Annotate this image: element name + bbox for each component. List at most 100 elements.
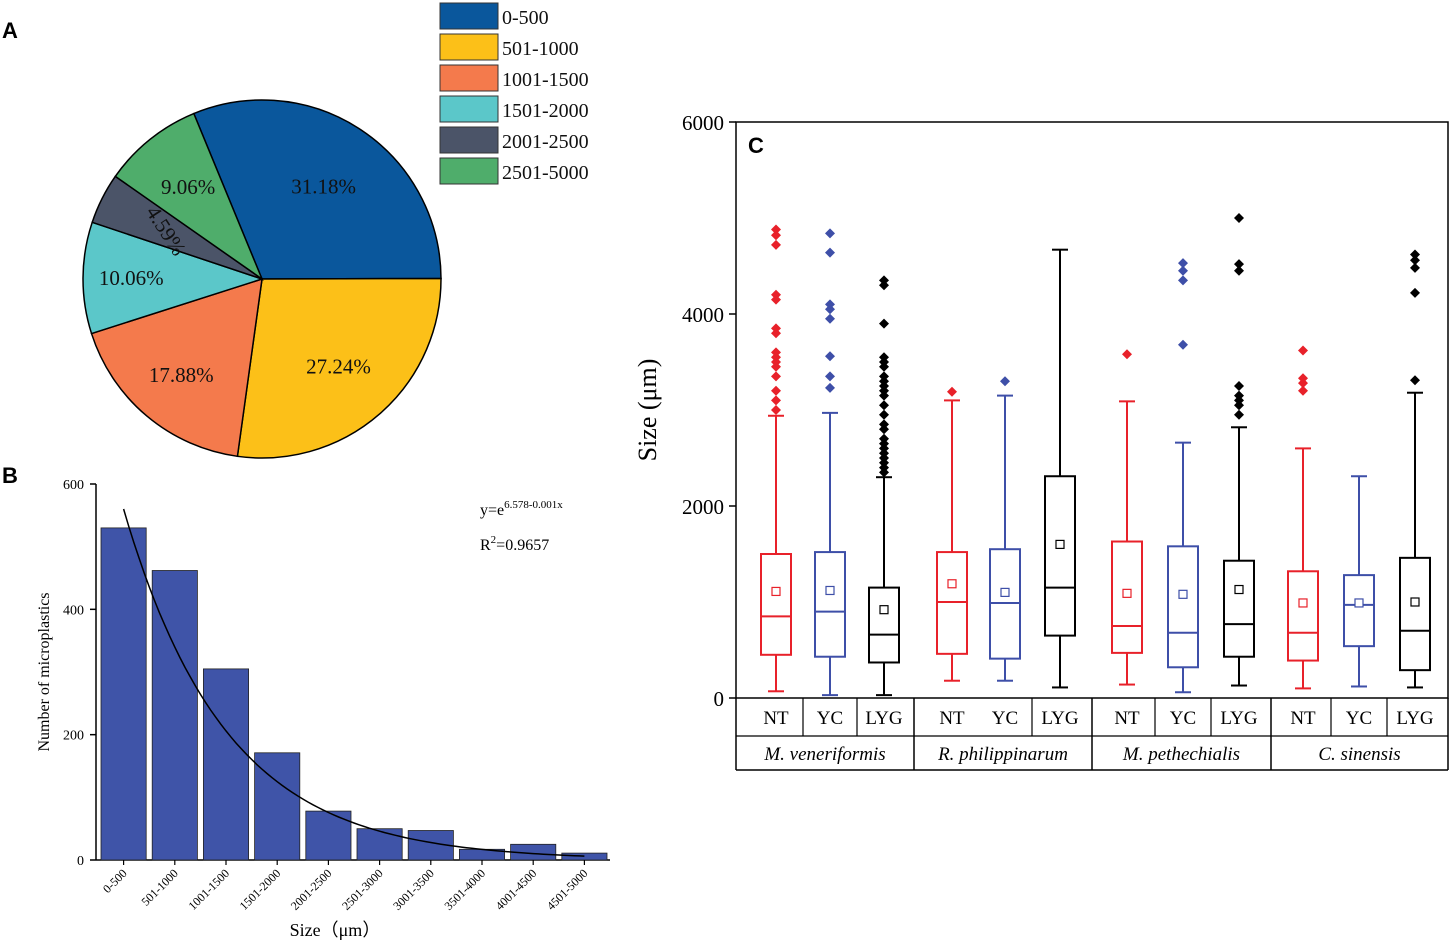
bar-chart: y=e6.578-0.001x R2=0.9657 Size（μm） Numbe… — [36, 478, 610, 940]
bar-y-tick-label-600: 600 — [63, 478, 84, 493]
box-4-NT-outlier-0 — [1298, 385, 1308, 396]
legend-label-0-500: 0-500 — [502, 7, 549, 29]
bar-x-tick-label-2501-3000: 2501-3000 — [339, 866, 386, 913]
bar-501-1000 — [151, 570, 198, 861]
box-4-LYG-outlier-1 — [1410, 287, 1420, 298]
bar-1001-1500 — [202, 668, 249, 861]
box-y-tick-label-0: 0 — [714, 687, 725, 711]
panel-label-c: C — [748, 133, 764, 158]
legend-label-1001-1500: 1001-1500 — [502, 69, 589, 91]
legend-label-2001-2500: 2001-2500 — [502, 131, 589, 153]
bar-x-tick-label-3001-3500: 3001-3500 — [390, 866, 437, 913]
box-1-NT-outlier-11 — [771, 289, 781, 300]
box-1-YC-iqr — [814, 551, 846, 658]
box-site-label-2-NT: NT — [939, 708, 965, 729]
box-1-YC-outlier-2 — [825, 351, 835, 362]
box-4-LYG-iqr — [1399, 556, 1431, 672]
box-3-LYG-outlier-3 — [1234, 390, 1244, 401]
legend-swatch-2501-5000 — [439, 157, 499, 185]
box-4-LYG-outlier-2 — [1410, 262, 1420, 273]
pie-label-1501-2000: 10.06% — [99, 266, 164, 290]
bar-x-tick-label-0-500: 0-500 — [100, 866, 130, 896]
pie-slice-1501-2000 — [82, 221, 265, 335]
legend-label-2501-5000: 2501-5000 — [502, 162, 589, 184]
box-2-YC-outlier-0 — [1000, 376, 1010, 387]
legend-swatch-1001-1500 — [439, 64, 499, 92]
box-3-LYG-outlier-4 — [1234, 381, 1244, 391]
box-y-tick-label-4000: 4000 — [682, 303, 724, 327]
legend-label-501-1000: 501-1000 — [502, 38, 579, 60]
pie-label-1001-1500: 17.88% — [149, 363, 214, 387]
box-site-label-4-NT: NT — [1290, 708, 1316, 729]
box-4-NT-mean — [1298, 598, 1308, 608]
box-4-LYG-mean — [1410, 597, 1420, 607]
box-3-NT-outlier-0 — [1122, 349, 1132, 360]
box-3-YC-outlier-1 — [1178, 275, 1188, 286]
box-3-YC-outlier-3 — [1178, 258, 1188, 269]
bar-1501-2000 — [254, 752, 301, 861]
box-site-label-3-YC: YC — [1170, 708, 1196, 729]
bar-4501-5000 — [561, 852, 608, 861]
box-1-NT-outlier-2 — [771, 385, 781, 396]
box-3-YC-outlier-2 — [1178, 265, 1188, 276]
pie-label-501-1000: 27.24% — [306, 355, 371, 379]
box-1-YC-outlier-7 — [825, 228, 835, 239]
box-y-tick-label-2000: 2000 — [682, 495, 724, 519]
box-site-label-4-YC: YC — [1346, 708, 1372, 729]
box-3-LYG-outlier-0 — [1234, 409, 1244, 420]
box-2-LYG-mean — [1055, 539, 1065, 550]
bar-x-tick-label-3501-4000: 3501-4000 — [441, 866, 488, 913]
box-1-NT-iqr — [760, 553, 792, 656]
legend-swatch-501-1000 — [439, 33, 499, 61]
box-1-NT-outlier-0 — [771, 405, 781, 415]
box-1-NT-outlier-9 — [771, 323, 781, 334]
box-y-axis-label: Size (μm) — [633, 359, 662, 462]
box-3-NT-mean — [1122, 588, 1132, 598]
pie-chart: 31.18%27.24%17.88%10.06%4.59%9.06% — [82, 99, 442, 459]
box-1-LYG-outlier-22 — [879, 275, 889, 286]
box-3-LYG-iqr — [1223, 559, 1255, 658]
box-1-YC-outlier-6 — [825, 247, 835, 258]
box-y-tick-label-6000: 6000 — [682, 111, 724, 135]
pie-slice-2501-5000 — [114, 112, 264, 282]
box-4-LYG-outlier-3 — [1410, 255, 1420, 266]
panel-label-b: B — [2, 463, 18, 488]
box-1-LYG-outlier-16 — [879, 371, 889, 382]
panel-label-a: A — [2, 18, 18, 43]
bar-y-tick-label-0: 0 — [77, 854, 84, 869]
box-site-label-2-YC: YC — [992, 708, 1018, 729]
bar-x-tick-label-501-1000: 501-1000 — [138, 866, 180, 908]
box-site-label-4-LYG: LYG — [1396, 708, 1433, 729]
pie-label-0-500: 31.18% — [291, 175, 356, 199]
bar-0-500 — [100, 527, 147, 861]
pie-slice-1001-1500 — [90, 277, 263, 458]
pie-label-2501-5000: 9.06% — [161, 175, 215, 199]
legend-swatch-2001-2500 — [439, 126, 499, 154]
fit-r2: R2=0.9657 — [480, 534, 549, 554]
box-site-label-3-NT: NT — [1114, 708, 1140, 729]
bar-y-tick-label-200: 200 — [63, 729, 84, 744]
box-1-NT-outlier-1 — [771, 395, 781, 406]
box-3-YC-mean — [1178, 589, 1188, 599]
box-4-NT-iqr — [1287, 570, 1319, 662]
box-2-NT-outlier-0 — [947, 386, 957, 397]
box-site-label-1-NT: NT — [763, 708, 789, 729]
bar-x-tick-label-4001-4500: 4001-4500 — [493, 866, 540, 913]
box-1-NT-outlier-14 — [771, 224, 781, 235]
box-1-YC-outlier-1 — [825, 371, 835, 382]
box-1-NT-outlier-12 — [771, 239, 781, 250]
box-species-label-3: M. pethechialis — [1122, 744, 1240, 765]
box-3-LYG-outlier-7 — [1234, 213, 1244, 223]
box-1-NT-outlier-7 — [771, 347, 781, 358]
pie-slice-0-500 — [192, 99, 442, 280]
box-1-NT-mean — [771, 586, 781, 597]
box-1-YC-mean — [825, 585, 835, 596]
box-1-YC-outlier-5 — [825, 299, 835, 310]
box-2-NT-mean — [947, 579, 957, 589]
box-4-YC-mean — [1354, 598, 1364, 608]
fit-equation: y=e6.578-0.001x — [480, 499, 563, 519]
box-3-LYG-outlier-5 — [1234, 265, 1244, 276]
bar-x-axis-label: Size（μm） — [290, 920, 381, 940]
box-species-label-1: M. veneriformis — [763, 744, 885, 765]
box-site-label-1-LYG: LYG — [865, 708, 902, 729]
